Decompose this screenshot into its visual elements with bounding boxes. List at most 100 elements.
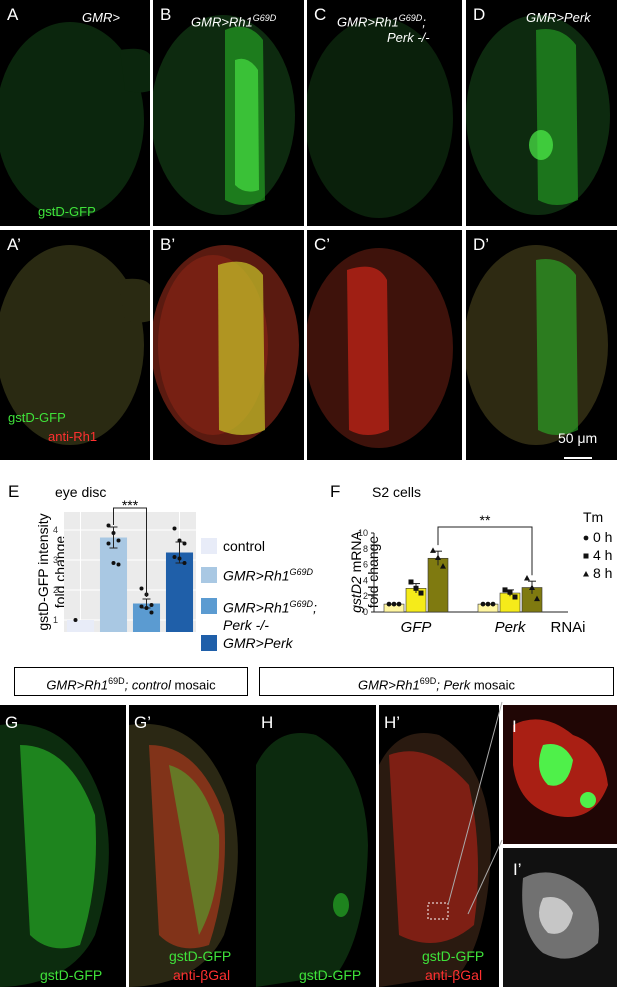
scale-bar-label: 50 μm: [558, 430, 598, 446]
y-tick-label: 3: [53, 555, 58, 565]
genotype-label: GMR>Rh1G69D; Perk -/-: [337, 13, 430, 46]
panel-d: D GMR>Perk: [466, 0, 617, 226]
eye-disc-image: [466, 15, 610, 215]
bar: [427, 557, 449, 613]
panel-letter-f: F: [330, 482, 341, 501]
chart-e-legend: control GMR>Rh1G69D GMR>Rh1G69D; Perk -/-…: [201, 530, 321, 651]
data-point: [391, 601, 397, 607]
panel-letter: I: [512, 717, 517, 736]
legend-title: Tm: [583, 509, 603, 525]
panel-c: C GMR>Rh1G69D; Perk -/-: [307, 0, 462, 226]
y-tick-label: 2: [53, 585, 58, 595]
data-point: [512, 594, 518, 600]
data-point: [177, 538, 182, 543]
data-point: [440, 563, 446, 569]
panel-letter: H: [261, 713, 274, 732]
zoom-image: [503, 848, 617, 987]
eye-disc-image: [129, 723, 238, 987]
y-tick-label: 1: [53, 615, 58, 625]
panel-letter: I’: [513, 860, 522, 879]
bar: [66, 620, 95, 632]
rh1-channel-label: anti-Rh1: [48, 429, 98, 444]
eye-disc-image: [0, 723, 109, 987]
panel-letter: C’: [314, 235, 331, 254]
panel-b-prime: B’: [153, 230, 304, 460]
data-point: [106, 541, 111, 546]
data-point: [524, 575, 530, 581]
legend-label: GMR>Perk: [223, 635, 293, 651]
data-point: [149, 610, 154, 615]
gfp-channel-label: gstD-GFP: [422, 948, 485, 964]
data-point: [144, 606, 149, 610]
eye-disc-image: [256, 733, 368, 987]
panel-g-prime: G’ gstD-GFP anti-βGal: [129, 705, 256, 987]
data-point: [396, 601, 402, 607]
chart-f: 0 2 4 6 8 10 GFP Perk RNAi ** Tm 0 h 4 h 8 h: [358, 509, 612, 636]
panel-d-prime: D’ 50 μm: [466, 230, 617, 460]
zoom-lines: [447, 701, 503, 915]
data-point: [182, 561, 187, 565]
legend-swatch: [201, 538, 217, 554]
panel-letter: B’: [160, 235, 176, 254]
data-point: [480, 601, 486, 607]
panel-a-prime: A’ gstD-GFP anti-Rh1: [0, 230, 150, 460]
panel-letter-e: E: [8, 482, 20, 501]
bar: [165, 552, 194, 632]
chart-e-title: eye disc: [55, 484, 107, 500]
legend-label: control: [223, 538, 266, 554]
group-label: GFP: [401, 619, 432, 636]
gfp-channel-label: gstD-GFP: [169, 948, 232, 964]
bgal-channel-label: anti-βGal: [173, 967, 231, 983]
significance-label: ***: [122, 500, 139, 513]
genotype-label: GMR>Rh1G69D: [191, 13, 277, 30]
y-tick-label: 4: [53, 525, 58, 535]
data-point: [73, 618, 78, 622]
data-point: [116, 538, 121, 543]
panel-h-prime: H’ gstD-GFP anti-βGal: [379, 705, 499, 987]
data-point: [534, 595, 540, 602]
panel-letter: G’: [134, 713, 151, 732]
gfp-channel-label: gstD-GFP: [299, 967, 362, 983]
data-point: [430, 547, 436, 553]
data-point: [490, 601, 496, 607]
mosaic-control-header: GMR>Rh169D; control mosaic: [14, 667, 248, 696]
eye-disc-image: [307, 248, 453, 448]
data-point: [172, 555, 177, 559]
bar: [99, 537, 128, 632]
chart-f-title: S2 cells: [372, 484, 422, 500]
eye-disc-image: [0, 22, 150, 218]
data-point: [502, 587, 508, 593]
gfp-channel-label: gstD-GFP: [40, 967, 103, 983]
data-point: [435, 554, 441, 560]
legend-swatch: [201, 567, 217, 583]
significance-bracket: [113, 507, 147, 597]
data-point: [529, 584, 535, 591]
data-point: [106, 523, 111, 528]
data-point: [139, 604, 144, 609]
panel-letter: A: [7, 5, 19, 24]
bgal-channel-label: anti-βGal: [425, 967, 483, 983]
data-point: [583, 553, 589, 559]
panel-letter: G: [5, 713, 19, 732]
data-point: [182, 541, 187, 546]
panel-letter: C: [314, 5, 327, 24]
y-tick-label: 2: [363, 591, 368, 601]
significance-bracket: [437, 526, 533, 576]
data-point: [116, 562, 121, 567]
data-point: [583, 571, 589, 577]
y-tick-label: 10: [358, 528, 368, 538]
panel-g: G gstD-GFP: [0, 705, 126, 987]
y-tick-label: 6: [363, 560, 368, 570]
legend-label: 8 h: [593, 565, 612, 581]
data-point: [583, 535, 589, 541]
panel-letter: D’: [473, 235, 490, 254]
data-point: [485, 601, 491, 607]
legend-label: GMR>Rh1G69D: [223, 567, 314, 584]
eye-disc-image: [153, 15, 295, 215]
eye-disc-image: [379, 733, 491, 987]
y-tick-label: 0: [363, 607, 368, 617]
panel-a: A GMR> gstD-GFP: [0, 0, 150, 226]
data-point: [408, 579, 414, 585]
group-suffix-label: RNAi: [550, 619, 585, 636]
genotype-label: GMR>Perk: [526, 10, 591, 25]
